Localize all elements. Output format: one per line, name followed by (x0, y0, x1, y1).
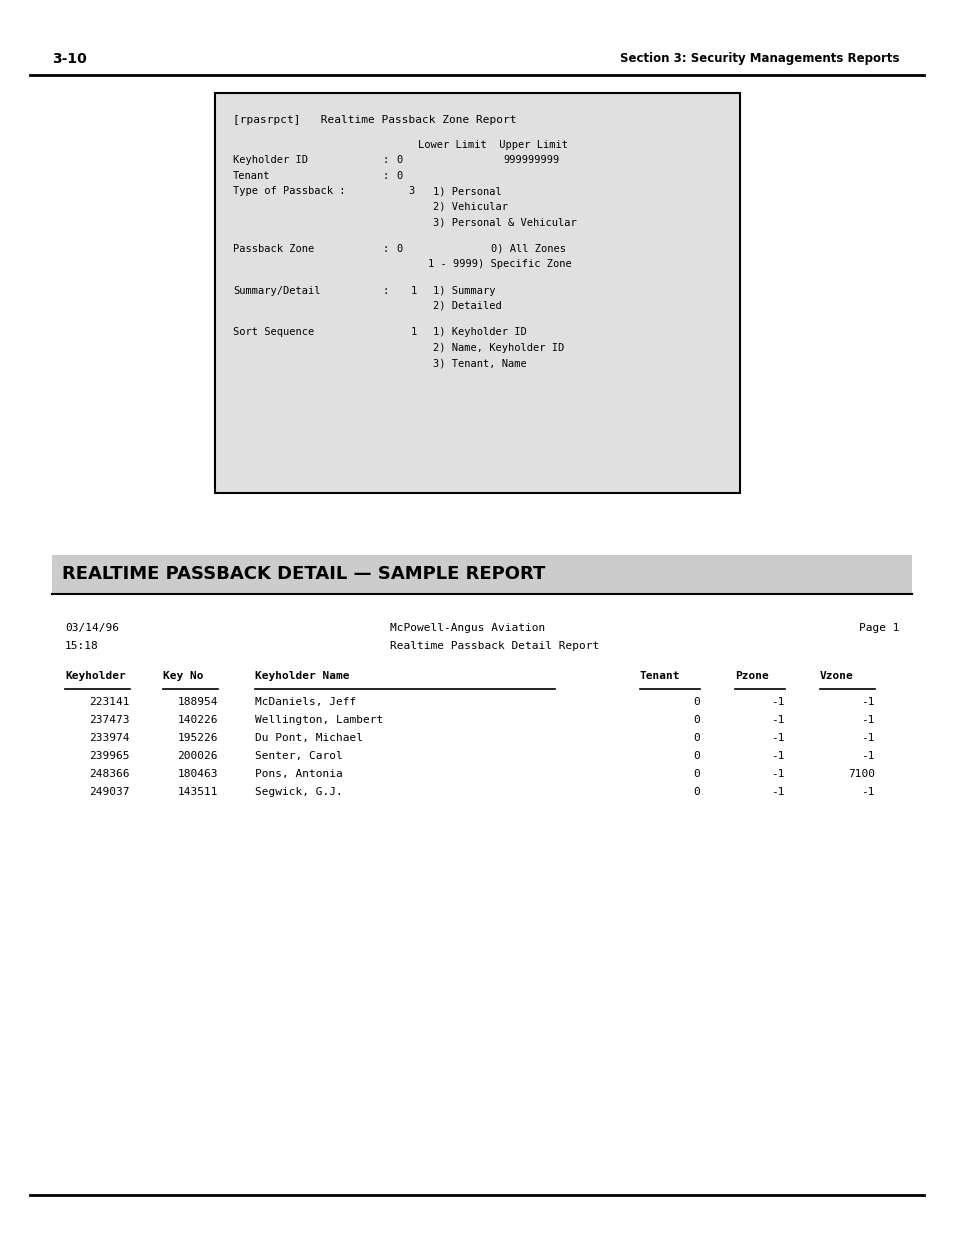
Text: 2) Detailed: 2) Detailed (433, 301, 501, 311)
Text: 0: 0 (395, 170, 402, 180)
Text: Du Pont, Michael: Du Pont, Michael (254, 734, 363, 743)
Text: -1: -1 (861, 787, 874, 797)
Text: -1: -1 (861, 697, 874, 706)
Text: 0: 0 (395, 243, 402, 253)
Text: 7100: 7100 (847, 769, 874, 779)
Text: Keyholder: Keyholder (65, 671, 126, 680)
Text: 1) Keyholder ID: 1) Keyholder ID (433, 327, 526, 337)
Text: 188954: 188954 (177, 697, 218, 706)
Text: Sort Sequence: Sort Sequence (233, 327, 314, 337)
Text: Page 1: Page 1 (859, 622, 899, 634)
Text: Pzone: Pzone (734, 671, 768, 680)
FancyBboxPatch shape (214, 93, 740, 493)
Text: Senter, Carol: Senter, Carol (254, 751, 342, 761)
Text: 0) All Zones: 0) All Zones (491, 243, 565, 253)
Text: 140226: 140226 (177, 715, 218, 725)
Text: 0: 0 (693, 751, 700, 761)
Text: -1: -1 (771, 787, 784, 797)
Text: :: : (382, 285, 389, 295)
Text: 2) Vehicular: 2) Vehicular (433, 201, 507, 211)
Text: -1: -1 (861, 734, 874, 743)
Text: 0: 0 (693, 715, 700, 725)
FancyBboxPatch shape (52, 555, 911, 593)
Text: 248366: 248366 (90, 769, 130, 779)
Text: Key No: Key No (163, 671, 203, 680)
Text: 2) Name, Keyholder ID: 2) Name, Keyholder ID (433, 343, 563, 353)
Text: 15:18: 15:18 (65, 641, 99, 651)
Text: -1: -1 (861, 751, 874, 761)
Text: Realtime Passback Detail Report: Realtime Passback Detail Report (390, 641, 598, 651)
Text: 249037: 249037 (90, 787, 130, 797)
Text: Passback Zone: Passback Zone (233, 243, 314, 253)
Text: -1: -1 (771, 715, 784, 725)
Text: 1 - 9999) Specific Zone: 1 - 9999) Specific Zone (428, 259, 571, 269)
Text: 233974: 233974 (90, 734, 130, 743)
Text: :: : (382, 170, 389, 180)
Text: 195226: 195226 (177, 734, 218, 743)
Text: 223141: 223141 (90, 697, 130, 706)
Text: Keyholder Name: Keyholder Name (254, 671, 349, 680)
Text: 3: 3 (408, 186, 414, 196)
Text: -1: -1 (861, 715, 874, 725)
Text: Tenant: Tenant (639, 671, 679, 680)
Text: Summary/Detail: Summary/Detail (233, 285, 320, 295)
Text: -1: -1 (771, 769, 784, 779)
Text: 999999999: 999999999 (502, 156, 558, 165)
Text: 0: 0 (693, 697, 700, 706)
Text: 3-10: 3-10 (52, 52, 87, 65)
Text: REALTIME PASSBACK DETAIL — SAMPLE REPORT: REALTIME PASSBACK DETAIL — SAMPLE REPORT (62, 564, 545, 583)
Text: Lower Limit  Upper Limit: Lower Limit Upper Limit (417, 140, 567, 149)
Text: 0: 0 (693, 734, 700, 743)
Text: 3) Personal & Vehicular: 3) Personal & Vehicular (433, 217, 577, 227)
Text: Wellington, Lambert: Wellington, Lambert (254, 715, 383, 725)
Text: Pons, Antonia: Pons, Antonia (254, 769, 342, 779)
Text: 200026: 200026 (177, 751, 218, 761)
Text: 237473: 237473 (90, 715, 130, 725)
Text: 1) Summary: 1) Summary (433, 285, 495, 295)
Text: Type of Passback :: Type of Passback : (233, 186, 345, 196)
Text: [rpasrpct]   Realtime Passback Zone Report: [rpasrpct] Realtime Passback Zone Report (233, 115, 516, 125)
Text: 3) Tenant, Name: 3) Tenant, Name (433, 358, 526, 368)
Text: McPowell-Angus Aviation: McPowell-Angus Aviation (390, 622, 545, 634)
Text: 0: 0 (693, 787, 700, 797)
Text: Tenant: Tenant (233, 170, 271, 180)
Text: 0: 0 (693, 769, 700, 779)
Text: Vzone: Vzone (820, 671, 853, 680)
Text: 1) Personal: 1) Personal (433, 186, 501, 196)
Text: :: : (382, 156, 389, 165)
Text: 0: 0 (395, 156, 402, 165)
Text: -1: -1 (771, 697, 784, 706)
Text: 03/14/96: 03/14/96 (65, 622, 119, 634)
Text: 143511: 143511 (177, 787, 218, 797)
Text: Segwick, G.J.: Segwick, G.J. (254, 787, 342, 797)
Text: 1: 1 (411, 285, 416, 295)
Text: -1: -1 (771, 734, 784, 743)
Text: 239965: 239965 (90, 751, 130, 761)
Text: 1: 1 (411, 327, 416, 337)
Text: -1: -1 (771, 751, 784, 761)
Text: Section 3: Security Managements Reports: Section 3: Security Managements Reports (619, 52, 899, 65)
Text: 180463: 180463 (177, 769, 218, 779)
Text: McDaniels, Jeff: McDaniels, Jeff (254, 697, 355, 706)
Text: :: : (382, 243, 389, 253)
Text: Keyholder ID: Keyholder ID (233, 156, 308, 165)
